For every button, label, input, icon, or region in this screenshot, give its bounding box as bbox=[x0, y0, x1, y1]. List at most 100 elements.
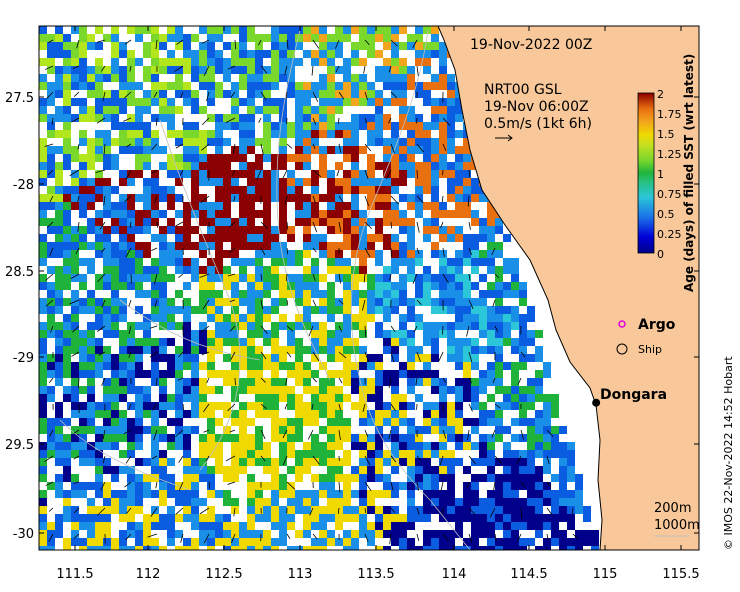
sst-pixel bbox=[455, 442, 463, 450]
sst-pixel bbox=[479, 498, 487, 506]
sst-pixel bbox=[399, 450, 407, 458]
sst-pixel bbox=[423, 170, 431, 178]
sst-pixel bbox=[311, 170, 319, 178]
sst-pixel bbox=[287, 290, 295, 298]
sst-pixel bbox=[279, 210, 287, 218]
sst-pixel bbox=[239, 322, 247, 330]
current-vector bbox=[308, 325, 314, 337]
sst-pixel bbox=[455, 426, 463, 434]
sst-pixel bbox=[503, 498, 511, 506]
current-vector bbox=[46, 91, 54, 99]
sst-pixel bbox=[95, 410, 103, 418]
sst-pixel bbox=[447, 74, 455, 82]
current-vector bbox=[125, 455, 132, 464]
sst-pixel bbox=[175, 426, 183, 434]
sst-pixel bbox=[527, 538, 535, 546]
sst-pixel bbox=[87, 362, 95, 370]
sst-pixel bbox=[543, 362, 551, 370]
current-vector bbox=[520, 351, 526, 358]
sst-pixel bbox=[95, 466, 103, 474]
sst-pixel bbox=[207, 218, 215, 226]
sst-pixel bbox=[263, 274, 271, 282]
sst-pixel bbox=[431, 498, 439, 506]
sst-pixel bbox=[255, 282, 263, 290]
sst-pixel bbox=[551, 506, 559, 514]
sst-pixel bbox=[303, 274, 311, 282]
sst-pixel bbox=[431, 178, 439, 186]
sst-pixel bbox=[439, 202, 447, 210]
sst-pixel bbox=[175, 370, 183, 378]
sst-pixel bbox=[575, 506, 583, 514]
sst-pixel bbox=[303, 90, 311, 98]
sst-pixel bbox=[447, 498, 455, 506]
sst-pixel bbox=[303, 378, 311, 386]
sst-pixel bbox=[55, 66, 63, 74]
sst-pixel bbox=[287, 250, 295, 258]
place-marker-icon bbox=[592, 398, 601, 407]
sst-pixel bbox=[271, 458, 279, 466]
sst-pixel bbox=[535, 410, 543, 418]
sst-pixel bbox=[111, 290, 119, 298]
sst-pixel bbox=[423, 202, 431, 210]
sst-pixel bbox=[223, 538, 231, 546]
sst-pixel bbox=[255, 378, 263, 386]
sst-pixel bbox=[391, 154, 399, 162]
sst-pixel bbox=[343, 266, 351, 274]
sst-pixel bbox=[335, 394, 343, 402]
sst-pixel bbox=[87, 506, 95, 514]
sst-pixel bbox=[335, 386, 343, 394]
sst-pixel bbox=[479, 322, 487, 330]
sst-pixel bbox=[367, 42, 375, 50]
sst-pixel bbox=[415, 58, 423, 66]
sst-pixel bbox=[175, 58, 183, 66]
sst-pixel bbox=[303, 114, 311, 122]
sst-pixel bbox=[303, 98, 311, 106]
sst-pixel bbox=[383, 530, 391, 538]
sst-pixel bbox=[239, 410, 247, 418]
sst-pixel bbox=[327, 490, 335, 498]
current-vector bbox=[364, 39, 370, 46]
current-vector bbox=[517, 533, 522, 542]
sst-pixel bbox=[423, 178, 431, 186]
sst-pixel bbox=[447, 210, 455, 218]
sst-pixel bbox=[263, 186, 271, 194]
sst-pixel bbox=[95, 170, 103, 178]
sst-pixel bbox=[447, 306, 455, 314]
sst-pixel bbox=[111, 306, 119, 314]
sst-pixel bbox=[47, 154, 55, 162]
sst-pixel bbox=[319, 162, 327, 170]
sst-pixel bbox=[495, 482, 503, 490]
sst-pixel bbox=[119, 66, 127, 74]
sst-pixel bbox=[327, 442, 335, 450]
sst-pixel bbox=[159, 394, 167, 402]
current-vector bbox=[128, 403, 132, 411]
sst-pixel bbox=[287, 34, 295, 42]
sst-pixel bbox=[63, 202, 71, 210]
sst-pixel bbox=[87, 450, 95, 458]
sst-pixel bbox=[311, 210, 319, 218]
sst-pixel bbox=[271, 258, 279, 266]
sst-pixel bbox=[519, 538, 527, 546]
current-vector bbox=[153, 91, 158, 98]
sst-pixel bbox=[335, 202, 343, 210]
sst-pixel bbox=[103, 250, 111, 258]
sst-pixel bbox=[271, 226, 279, 234]
sst-pixel bbox=[335, 370, 343, 378]
sst-pixel bbox=[231, 354, 239, 362]
sst-pixel bbox=[431, 386, 439, 394]
sst-pixel bbox=[159, 466, 167, 474]
sst-pixel bbox=[39, 194, 47, 202]
sst-pixel bbox=[359, 506, 367, 514]
sst-pixel bbox=[159, 338, 167, 346]
current-vector bbox=[416, 221, 420, 233]
sst-pixel bbox=[231, 194, 239, 202]
sst-pixel bbox=[311, 418, 319, 426]
sst-pixel bbox=[111, 106, 119, 114]
sst-pixel bbox=[295, 146, 303, 154]
current-vector bbox=[73, 91, 80, 97]
sst-pixel bbox=[343, 546, 351, 550]
sst-pixel bbox=[359, 146, 367, 154]
sst-pixel bbox=[327, 226, 335, 234]
current-vector bbox=[208, 481, 211, 489]
sst-pixel bbox=[463, 282, 471, 290]
